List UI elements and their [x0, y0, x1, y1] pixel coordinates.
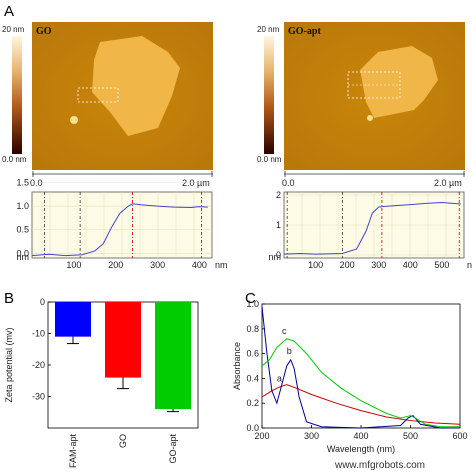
profile-line: [283, 201, 461, 255]
bar-go: [105, 302, 141, 378]
y-tick-label: 0.6: [246, 349, 259, 359]
x-tick-label: FAM-apt: [68, 434, 78, 469]
particle: [70, 116, 78, 124]
x-axis-title: Wavelength (nm): [327, 444, 395, 454]
x-tick-label: 200: [254, 431, 269, 441]
color-scale-bar: [12, 36, 22, 154]
series-label-a: a: [277, 373, 282, 383]
height-profile-left: 0.0 0.5 1.0 1.5 100 200 300 400 nm nm: [16, 178, 227, 270]
bar-go-apt: [155, 302, 191, 410]
series-line-b: [261, 306, 460, 429]
scale-top-label: 20 nm: [257, 25, 280, 34]
x-tick-label: 300: [371, 260, 386, 270]
plot-frame: [261, 303, 461, 429]
y-tick-label: 0.5: [16, 225, 29, 235]
y-tick-label: -30: [32, 392, 45, 402]
y-tick-label: 0.4: [246, 373, 259, 383]
y-tick-label: 1.0: [246, 299, 259, 309]
y-tick-label: 1: [276, 220, 281, 230]
x-tick-label: 100: [308, 260, 323, 270]
afm-image-left: 20 nm 0.0 nm GO 0.0 2.0 µm: [2, 22, 213, 188]
afm-title: GO: [36, 26, 52, 37]
absorbance-chart: 0.0 0.2 0.4 0.6 0.8 1.0 200 300 400 500 600 Wavelen…: [232, 299, 468, 454]
watermark: www.mfgrobots.com: [334, 460, 425, 471]
x-axis-unit: nm: [215, 260, 228, 270]
selection-box: [347, 71, 401, 99]
y-tick-label: 0: [40, 297, 45, 307]
y-axis-unit: nm: [16, 252, 29, 262]
particle: [367, 115, 373, 121]
color-scale-bar: [264, 36, 274, 154]
x-tick-label: 200: [108, 260, 123, 270]
profile-line: [31, 203, 208, 257]
x-tick-label: 100: [66, 260, 81, 270]
zeta-potential-chart: 0 -10 -20 -30 Zeta potential (mv) FAM-apt GO GO…: [4, 297, 199, 469]
afm-x-start: 0.0: [30, 178, 43, 188]
y-axis-unit: nm: [268, 252, 281, 262]
series-line-a: [261, 384, 461, 425]
graphene-flake: [92, 36, 180, 136]
scale-bottom-label: 0.0 nm: [2, 155, 27, 164]
panel-label-b: B: [4, 290, 14, 307]
selection-box: [77, 87, 119, 103]
y-tick-label: 2: [276, 190, 281, 200]
y-tick-label: 1.0: [16, 201, 29, 211]
graphene-flake: [360, 46, 438, 118]
x-tick-label: 300: [150, 260, 165, 270]
scale-bottom-label: 0.0 nm: [257, 155, 282, 164]
x-tick-label: GO: [118, 434, 128, 448]
y-axis-title: Zeta potential (mv): [4, 327, 14, 402]
x-tick-label: 600: [452, 431, 467, 441]
panel-label-c: C: [245, 290, 256, 307]
x-tick-label: 500: [434, 260, 449, 270]
afm-x-end: 2.0 µm: [434, 178, 462, 188]
afm-image-right: 20 nm 0.0 nm GO-apt 0.0 2.0 µm: [257, 22, 465, 188]
afm-x-end: 2.0 µm: [182, 178, 210, 188]
x-tick-label: GO-apt: [168, 434, 178, 464]
y-axis-title: Absorbance: [232, 342, 242, 390]
y-tick-label: 0.8: [246, 324, 259, 334]
x-tick-label: 300: [304, 431, 319, 441]
y-tick-label: 0: [276, 250, 281, 260]
height-profile-right: 0 1 2 100 200 300 400 500 nm nm: [268, 190, 472, 270]
bar-fam-apt: [55, 302, 91, 337]
panel-label-a: A: [4, 3, 14, 20]
x-tick-label: 400: [192, 260, 207, 270]
x-tick-label: 200: [340, 260, 355, 270]
series-label-c: c: [282, 326, 287, 336]
x-axis-unit: nm: [467, 260, 472, 270]
series-label-b: b: [287, 346, 292, 356]
y-tick-label: 0.0: [16, 248, 29, 258]
scale-top-label: 20 nm: [2, 25, 25, 34]
y-tick-label: -10: [32, 329, 45, 339]
y-tick-label: 1.5: [16, 178, 29, 188]
y-tick-label: -20: [32, 360, 45, 370]
x-tick-label: 500: [403, 431, 418, 441]
series-line-c: [261, 338, 460, 428]
y-tick-label: 0.2: [246, 398, 259, 408]
afm-title: GO-apt: [288, 26, 321, 37]
x-tick-label: 400: [403, 260, 418, 270]
x-tick-label: 400: [353, 431, 368, 441]
afm-x-start: 0.0: [282, 178, 295, 188]
y-tick-label: 0.0: [246, 423, 259, 433]
